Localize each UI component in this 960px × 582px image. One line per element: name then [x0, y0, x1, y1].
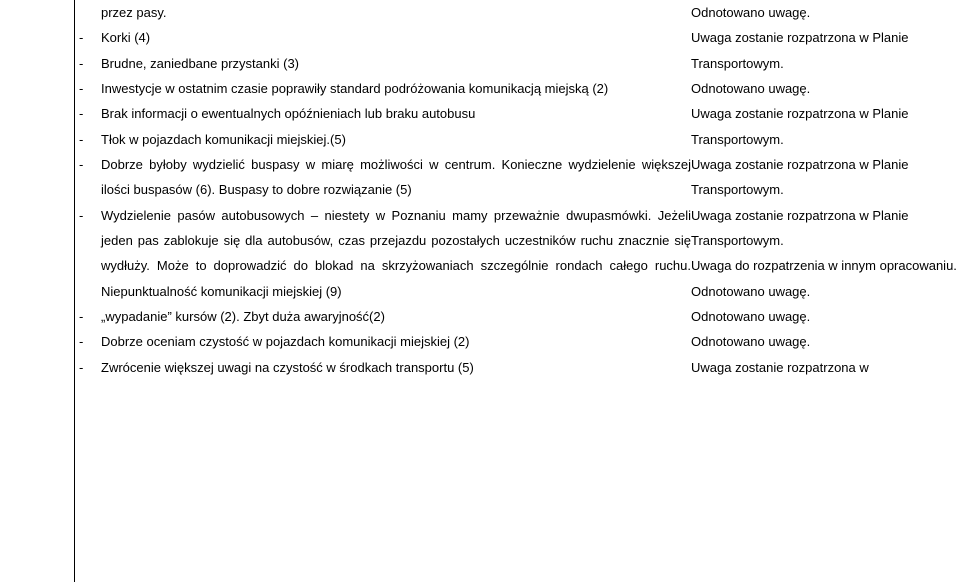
body-text: przez pasy.	[75, 0, 691, 25]
remark-text: Uwaga zostanie rozpatrzona w Planie Tran…	[691, 152, 960, 203]
body-text: Dobrze oceniam czystość w pojazdach komu…	[101, 329, 691, 354]
list-item: - Brudne, zaniedbane przystanki (3)	[75, 51, 691, 76]
remark-text: Uwaga zostanie rozpatrzona w Planie Tran…	[691, 101, 960, 152]
dash-icon: -	[75, 101, 101, 126]
remark-text: Odnotowano uwagę.	[691, 76, 960, 101]
dash-icon: -	[75, 25, 101, 50]
right-content-cell: Odnotowano uwagę. Uwaga zostanie rozpatr…	[691, 0, 960, 582]
dash-icon: -	[75, 329, 101, 354]
remark-text: Uwaga zostanie rozpatrzona w	[691, 355, 960, 380]
dash-icon: -	[75, 355, 101, 380]
body-text: Brudne, zaniedbane przystanki (3)	[101, 51, 691, 76]
dash-icon: -	[75, 152, 101, 177]
dash-icon: -	[75, 127, 101, 152]
list-item: - Wydzielenie pasów autobusowych – niest…	[75, 203, 691, 304]
list-item: - „wypadanie” kursów (2). Zbyt duża awar…	[75, 304, 691, 329]
dash-icon: -	[75, 203, 101, 228]
left-content-cell: przez pasy. - Korki (4) - Brudne, zanied…	[75, 0, 692, 582]
list-item: - Inwestycje w ostatnim czasie poprawiły…	[75, 76, 691, 101]
left-gutter-cell	[0, 0, 75, 582]
body-text: Wydzielenie pasów autobusowych – niestet…	[101, 203, 691, 304]
body-text: Dobrze byłoby wydzielić buspasy w miarę …	[101, 152, 691, 203]
list-item: - Brak informacji o ewentualnych opóźnie…	[75, 101, 691, 126]
remark-text: Odnotowano uwagę.	[691, 329, 960, 354]
body-text: Zwrócenie większej uwagi na czystość w ś…	[101, 355, 691, 380]
remark-text: Uwaga do rozpatrzenia w innym opracowani…	[691, 253, 960, 278]
remark-text: Uwaga zostanie rozpatrzona w Planie Tran…	[691, 203, 960, 254]
body-text: Tłok w pojazdach komunikacji miejskiej.(…	[101, 127, 691, 152]
body-text: Inwestycje w ostatnim czasie poprawiły s…	[101, 76, 691, 101]
document-page: przez pasy. - Korki (4) - Brudne, zanied…	[0, 0, 960, 582]
remark-text: Uwaga zostanie rozpatrzona w Planie Tran…	[691, 25, 960, 76]
list-item: - Dobrze byłoby wydzielić buspasy w miar…	[75, 152, 691, 203]
dash-icon: -	[75, 76, 101, 101]
body-text: Korki (4)	[101, 25, 691, 50]
two-column-table: przez pasy. - Korki (4) - Brudne, zanied…	[0, 0, 960, 582]
list-item: - Korki (4)	[75, 25, 691, 50]
remark-text: Odnotowano uwagę.	[691, 279, 960, 304]
dash-icon: -	[75, 304, 101, 329]
list-item: - Tłok w pojazdach komunikacji miejskiej…	[75, 127, 691, 152]
dash-icon: -	[75, 51, 101, 76]
body-text: „wypadanie” kursów (2). Zbyt duża awaryj…	[101, 304, 691, 329]
list-item: - Zwrócenie większej uwagi na czystość w…	[75, 355, 691, 380]
list-item: - Dobrze oceniam czystość w pojazdach ko…	[75, 329, 691, 354]
remark-text: Odnotowano uwagę.	[691, 304, 960, 329]
body-text: Brak informacji o ewentualnych opóźnieni…	[101, 101, 691, 126]
remark-text: Odnotowano uwagę.	[691, 0, 960, 25]
